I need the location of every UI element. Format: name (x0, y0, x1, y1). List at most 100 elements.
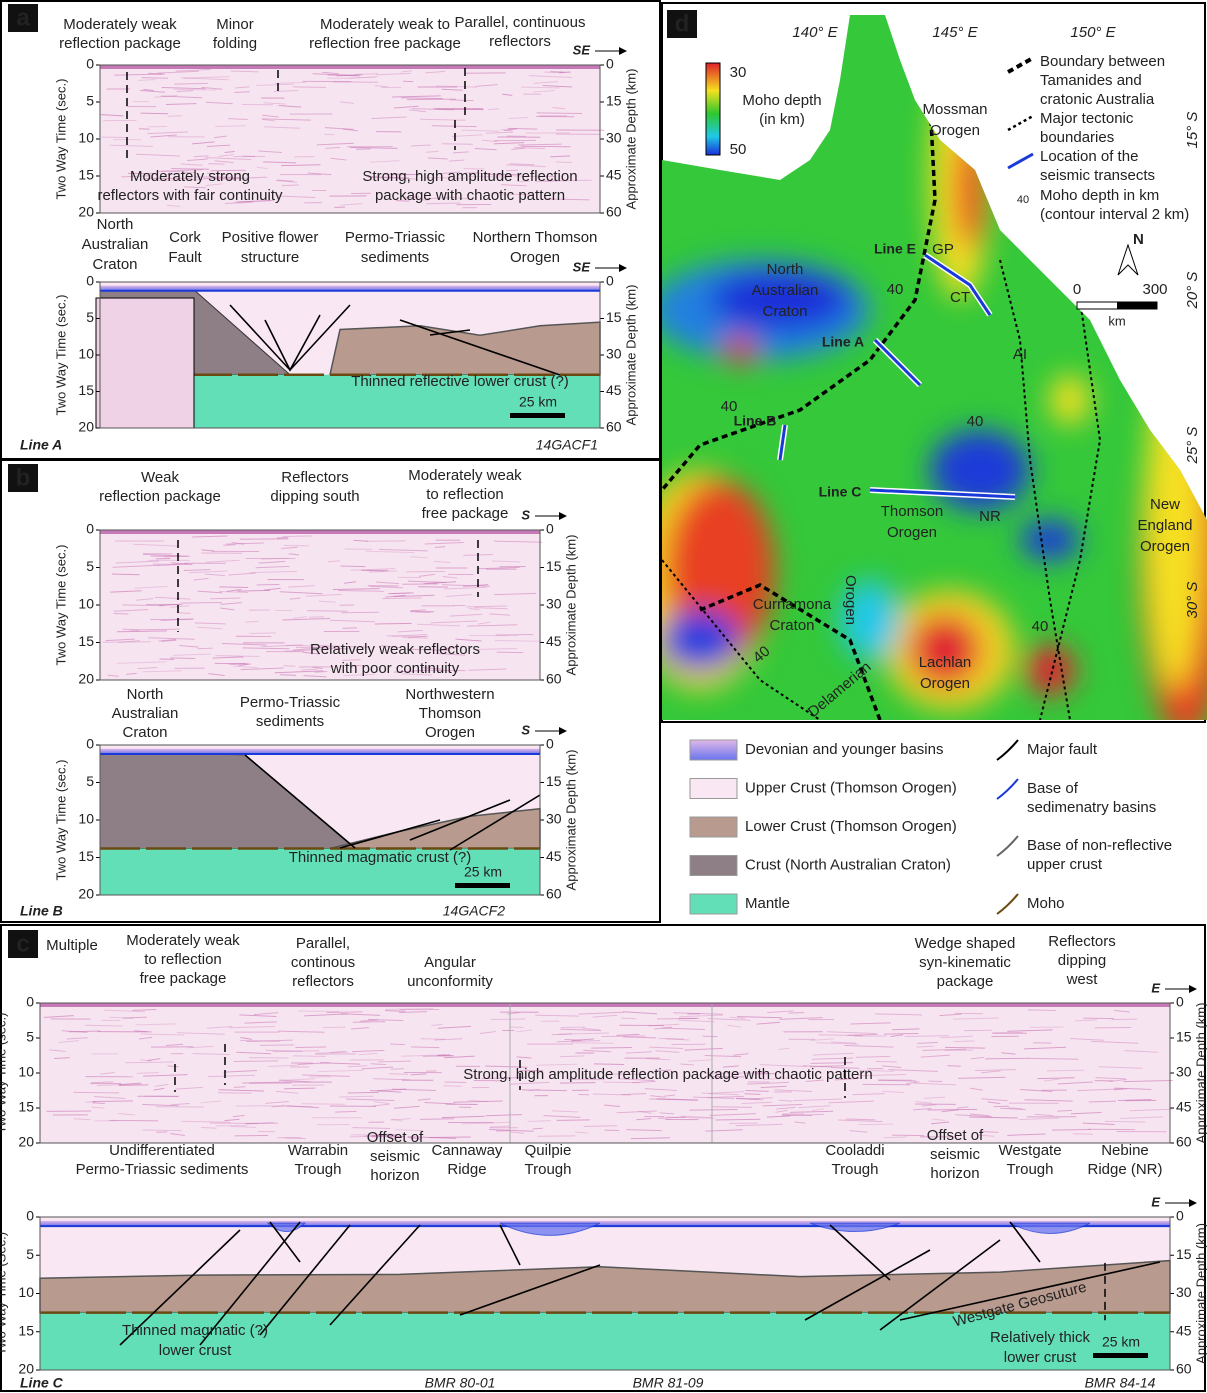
reflector (198, 648, 213, 649)
tick-label: 0 (1176, 994, 1184, 1010)
map-label: Line A (822, 334, 864, 350)
legend-line (1008, 154, 1033, 168)
tick-label: 45 (546, 633, 562, 649)
reflector (385, 1011, 405, 1012)
map-label: England (1137, 517, 1192, 534)
reflector (510, 1027, 523, 1028)
map-label: Craton (762, 303, 807, 320)
tick-label: 10 (78, 811, 94, 827)
label: continous (291, 954, 355, 971)
label: Thinned reflective lower crust (?) (351, 373, 569, 390)
tick-label: 5 (86, 93, 94, 109)
label: Quilpie (525, 1142, 572, 1159)
label: free package (422, 505, 509, 522)
label: Moho depth (742, 92, 821, 109)
reflector (92, 1103, 104, 1104)
tick-label: 30 (606, 346, 622, 362)
legend-text: Moho (1027, 895, 1065, 912)
reflector (521, 146, 571, 147)
figure: a05101520015304560Two Way Time (sec.)App… (0, 0, 1207, 1393)
tick-label: 60 (1176, 1361, 1192, 1377)
label: seismic transects (1040, 167, 1155, 184)
label: Thinned magmatic (?) (122, 1322, 268, 1339)
scale-bar (510, 413, 565, 418)
tick-label: 15 (606, 93, 622, 109)
tick-label: 10 (18, 1284, 34, 1300)
label: 40 (1017, 194, 1029, 206)
reflector (1112, 1019, 1138, 1020)
tick-label: 60 (546, 671, 562, 687)
direction: S (521, 722, 530, 737)
label: lower crust (1004, 1349, 1077, 1366)
label: Undifferentiated (109, 1142, 215, 1159)
label: cratonic Australia (1040, 91, 1155, 108)
tick-label: 60 (546, 886, 562, 902)
axis-title: Approximate Depth (km) (563, 750, 578, 891)
legend-line (1008, 116, 1033, 130)
panel-letter: a (16, 4, 30, 31)
reflector (537, 113, 582, 114)
legend-swatch (690, 779, 737, 799)
map-label: 40 (887, 281, 904, 298)
colorbar-label: 50 (730, 141, 747, 158)
reflector (994, 1106, 1009, 1107)
label: sediments (256, 713, 324, 730)
reflector (884, 1034, 919, 1035)
tick-label: 15 (78, 848, 94, 864)
tick-label: 0 (86, 736, 94, 752)
label: sediments (361, 249, 429, 266)
label: Permo-Triassic (240, 694, 341, 711)
north-arrow (1118, 245, 1138, 275)
map-label: New (1150, 496, 1180, 513)
map-label: GP (932, 241, 954, 258)
reflector (947, 1066, 961, 1067)
legend-swatch (690, 894, 737, 914)
label: boundaries (1040, 129, 1114, 146)
label: Tamanides and (1040, 72, 1142, 89)
legend-line (1008, 58, 1033, 72)
reflector (327, 1012, 363, 1013)
tick-label: 0 (26, 994, 34, 1010)
label: Positive flower (222, 229, 319, 246)
tick-label: 0 (1176, 1208, 1184, 1224)
reflector (168, 116, 183, 117)
label: Offset of (927, 1127, 984, 1144)
lat-label: 25° S (1184, 427, 1201, 465)
label: structure (241, 249, 299, 266)
reflector (584, 1126, 617, 1127)
map-label: Australian (752, 282, 819, 299)
label: Moderately weak (63, 16, 177, 33)
label: dipping south (270, 488, 359, 505)
reflector (141, 113, 168, 114)
reflector (594, 1064, 624, 1065)
reflector (621, 1018, 636, 1019)
legend-text: Base of (1027, 780, 1079, 797)
direction: S (521, 507, 530, 522)
map-label: Orogen (887, 524, 937, 541)
moho-blob (725, 335, 755, 365)
tick-label: 5 (86, 558, 94, 574)
tick-label: 10 (78, 596, 94, 612)
survey-id: BMR 84-14 (1085, 1375, 1156, 1391)
tick-label: 45 (606, 382, 622, 398)
reflector (1028, 1010, 1056, 1011)
label: Australian (82, 236, 149, 253)
reflector (284, 1088, 315, 1089)
label: Fault (168, 249, 202, 266)
legend-text: Upper Crust (Thomson Orogen) (745, 779, 957, 796)
tick-label: 5 (26, 1029, 34, 1045)
label: 300 (1142, 281, 1167, 298)
lon-label: 145° E (932, 24, 978, 41)
tick-label: 60 (606, 419, 622, 435)
scale-bar (1093, 1353, 1148, 1358)
label: Nebine (1101, 1142, 1149, 1159)
map-label: North (767, 261, 804, 278)
reflector (390, 1044, 405, 1045)
colorbar-label: 30 (730, 64, 747, 81)
direction: E (1151, 980, 1160, 995)
tick-label: 20 (78, 204, 94, 220)
reflector (209, 1123, 257, 1124)
label: Parallel, (296, 935, 350, 952)
survey-id: BMR 81-09 (633, 1375, 704, 1391)
reflector (143, 1130, 182, 1131)
